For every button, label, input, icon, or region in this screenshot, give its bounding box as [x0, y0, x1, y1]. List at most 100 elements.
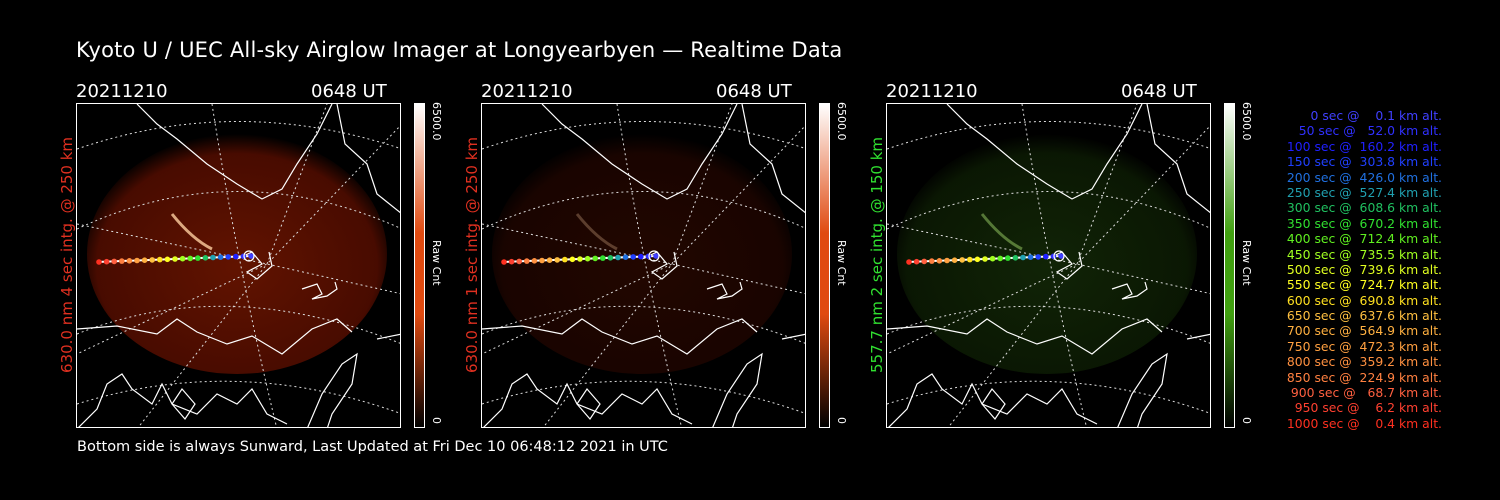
grid-line	[77, 121, 400, 150]
panel-3-colorbar	[1224, 103, 1235, 428]
trajectory-point	[653, 253, 659, 259]
panel-3-colorbar-unit: Raw Cnt	[1240, 240, 1253, 286]
aurora-arc	[170, 213, 213, 251]
coastline	[887, 318, 1163, 355]
trajectory-point	[217, 254, 224, 260]
panel-1-side-label: 630.0 nm 4 sec intg. @ 250 km	[58, 136, 76, 373]
legend-row: 100 sec @ 160.2 km alt.	[1286, 138, 1442, 154]
coastline	[1111, 281, 1148, 300]
coastline	[1117, 352, 1168, 427]
trajectory-point	[1043, 253, 1049, 260]
page-title: Kyoto U / UEC All-sky Airglow Imager at …	[76, 38, 843, 62]
trajectory-point	[195, 255, 201, 261]
grid-line	[482, 121, 805, 150]
coastline	[482, 318, 758, 355]
trajectory-point	[1020, 254, 1026, 261]
coastline	[77, 318, 353, 355]
panel-1-colorbar-min: 0	[430, 417, 443, 424]
trajectory-point	[638, 253, 644, 260]
trajectory-point	[164, 256, 171, 263]
coastline	[1146, 104, 1210, 214]
trajectory-point	[569, 256, 576, 263]
trajectory-point	[202, 255, 209, 261]
coastline	[1186, 333, 1210, 340]
panel-2-side-label: 630.0 nm 1 sec intg. @ 250 km	[463, 136, 481, 373]
legend-row: 150 sec @ 303.8 km alt.	[1286, 154, 1442, 170]
station-marker	[1053, 250, 1065, 262]
legend-row: 350 sec @ 670.2 km alt.	[1286, 215, 1442, 231]
grid-line	[482, 223, 805, 295]
trajectory-point	[119, 258, 125, 264]
legend-row: 600 sec @ 690.8 km alt.	[1286, 292, 1442, 308]
panel-2-svg	[482, 104, 805, 427]
grid-line	[482, 191, 805, 230]
legend-row: 800 sec @ 359.2 km alt.	[1286, 354, 1442, 370]
trajectory-point	[1058, 253, 1064, 259]
coastline	[541, 104, 738, 200]
panel-1-colorbar-max: 6500.0	[430, 102, 443, 141]
coastline	[171, 388, 196, 420]
station-marker	[648, 250, 660, 262]
legend-row: 200 sec @ 426.0 km alt.	[1286, 169, 1442, 185]
panel-3-side-label: 557.7 nm 2 sec intg. @ 150 km	[868, 136, 886, 373]
trajectory-point	[929, 258, 935, 264]
grid-line	[482, 305, 805, 344]
coastline	[741, 104, 805, 214]
trajectory-point	[974, 256, 981, 263]
panel-2-date: 20211210	[481, 81, 573, 102]
coastline	[888, 373, 1098, 427]
grid-line	[77, 191, 400, 230]
legend-row: 500 sec @ 739.6 km alt.	[1286, 261, 1442, 277]
legend-row: 50 sec @ 52.0 km alt.	[1298, 123, 1442, 139]
trajectory-point	[225, 254, 231, 260]
panel-3-svg	[887, 104, 1210, 427]
legend-row: 700 sec @ 564.9 km alt.	[1286, 323, 1442, 339]
trajectory-point	[615, 254, 621, 261]
trajectory-point	[531, 258, 538, 264]
trajectory-point	[179, 255, 186, 262]
trajectory-point	[1005, 255, 1011, 261]
trajectory-point	[172, 256, 178, 262]
trajectory-point	[622, 254, 629, 260]
panel-3-image	[886, 103, 1211, 428]
coastline	[946, 104, 1143, 200]
trajectory-point	[989, 255, 996, 262]
trajectory-point	[141, 257, 148, 263]
footer-text: Bottom side is always Sunward, Last Upda…	[77, 439, 668, 455]
panel-2-colorbar-max: 6500.0	[835, 102, 848, 141]
grid-line	[77, 305, 400, 344]
trajectory-point	[921, 258, 927, 265]
trajectory-point	[501, 259, 507, 265]
legend-row: 850 sec @ 224.9 km alt.	[1286, 369, 1442, 385]
trajectory-point	[936, 258, 943, 264]
coastline	[307, 352, 358, 427]
coastline	[781, 333, 805, 340]
legend-row: 250 sec @ 527.4 km alt.	[1286, 184, 1442, 200]
trajectory-point	[546, 257, 553, 263]
trajectory-point	[157, 256, 163, 263]
panel-1-time: 0648 UT	[311, 81, 387, 102]
grid-line	[887, 380, 1210, 414]
panel-3-date: 20211210	[886, 81, 978, 102]
coastline	[78, 373, 288, 427]
panel-3-colorbar-max: 6500.0	[1240, 102, 1253, 141]
grid-line	[887, 223, 1210, 295]
grid-line	[137, 104, 328, 427]
grid-line	[887, 191, 1210, 230]
panel-3-time: 0648 UT	[1121, 81, 1197, 102]
panel-3-colorbar-min: 0	[1240, 417, 1253, 424]
grid-line	[77, 380, 400, 414]
aurora-arc	[980, 213, 1023, 251]
trajectory-point	[944, 257, 950, 264]
trajectory-point	[1012, 255, 1019, 261]
legend-row: 750 sec @ 472.3 km alt.	[1286, 338, 1442, 354]
station-marker	[243, 250, 255, 262]
trajectory-point	[96, 259, 102, 265]
grid-line	[887, 121, 1210, 150]
trajectory-point	[126, 258, 133, 264]
airglow-disc	[87, 134, 387, 374]
trajectory-point	[187, 255, 193, 262]
trajectory-point	[584, 255, 591, 262]
trajectory-point	[997, 255, 1003, 262]
trajectory-point	[645, 253, 652, 260]
